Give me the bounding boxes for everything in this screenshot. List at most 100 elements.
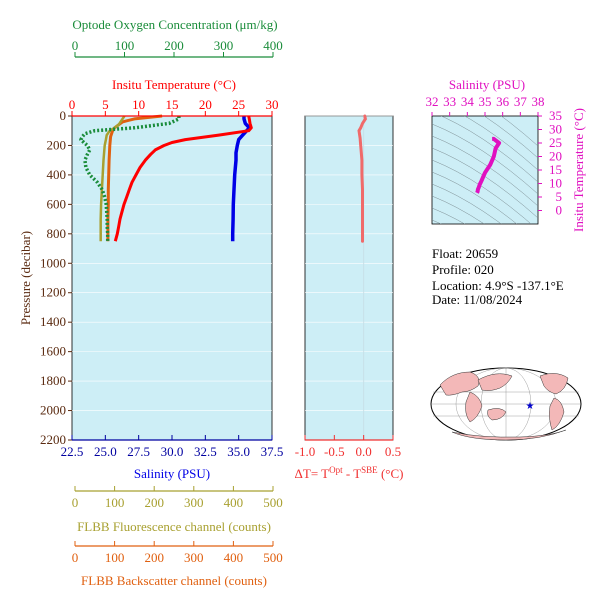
temperature-axis-tick-label: 10 [132, 97, 145, 112]
fluorescence-axis-tick-label: 0 [72, 495, 79, 510]
salinity-axis-tick-label: 22.5 [61, 444, 84, 459]
temperature-profile-line [113, 115, 253, 242]
pressure-tick-label: 1200 [40, 285, 66, 300]
isopycnal-line [432, 135, 538, 207]
isopycnal-line [464, 116, 538, 171]
backscatter-axis-tick-label: 400 [224, 550, 244, 565]
salinity-axis-tick-label: 30.0 [161, 444, 184, 459]
profile-plot-background [71, 115, 273, 441]
float-id: Float: 20659 [432, 246, 498, 261]
pressure-tick-label: 200 [47, 137, 67, 152]
fluorescence-axis: 0 100 200 300 400 500 [72, 486, 283, 510]
ts-salinity-tick-label: 38 [532, 94, 545, 109]
isopycnal-line [432, 171, 518, 224]
ts-salinity-tick-label: 32 [426, 94, 439, 109]
location: Location: 4.9°S -137.1°E [432, 278, 564, 293]
pressure-tick-label: 1600 [40, 344, 66, 359]
float-location-star: ★ [526, 401, 535, 412]
oxygen-axis: 0 100 200 300 400 [72, 38, 283, 58]
isopycnal-line [432, 183, 502, 224]
ts-temperature-axis-label: Insitu Temperature (°C) [571, 108, 586, 232]
pressure-tick-label: 1000 [40, 255, 66, 270]
oxygen-axis-tick-label: 200 [164, 38, 184, 53]
date: Date: 11/08/2024 [432, 292, 523, 307]
backscatter-axis-tick-label: 300 [184, 550, 204, 565]
ts-salinity-tick-label: 33 [443, 94, 456, 109]
fluorescence-axis-tick-label: 100 [105, 495, 125, 510]
oxygen-axis-tick-label: 0 [72, 38, 79, 53]
delta-t-axis-tick-label: -0.5 [324, 444, 345, 459]
isopycnal-line [483, 116, 538, 159]
isopycnal-line [500, 116, 538, 147]
fluorescence-profile-line [99, 115, 126, 242]
ts-temperature-tick-label: 15 [549, 162, 562, 177]
ts-salinity-axis-label: Salinity (PSU) [449, 77, 525, 92]
salinity-axis-tick-label: 32.5 [194, 444, 217, 459]
backscatter-axis-tick-label: 0 [72, 550, 79, 565]
fluorescence-axis-tick-label: 500 [263, 495, 283, 510]
world-map-land [439, 371, 569, 441]
ts-salinity-tick-label: 37 [514, 94, 528, 109]
isopycnal-line [432, 159, 532, 224]
temperature-axis-tick-label: 25 [232, 97, 245, 112]
ts-curve [475, 136, 502, 194]
salinity-axis: 22.5 25.0 27.5 30.0 32.5 35.0 37.5 [61, 435, 284, 459]
pressure-axis-label: Pressure (decibar) [18, 231, 33, 325]
temperature-axis-tick-label: 5 [102, 97, 109, 112]
oxygen-axis-tick-label: 400 [263, 38, 283, 53]
pressure-tick-label: 1800 [40, 373, 66, 388]
profile-plot: 0200400600800100012001400160018002000220… [18, 17, 283, 588]
profile-number: Profile: 020 [432, 262, 494, 277]
pressure-tick-label: 0 [60, 108, 67, 123]
fluorescence-axis-tick-label: 200 [144, 495, 164, 510]
oxygen-axis-tick-label: 300 [214, 38, 234, 53]
salinity-axis-tick-label: 35.0 [227, 444, 250, 459]
oxygen-axis-tick-label: 100 [115, 38, 135, 53]
temperature-axis-label: Insitu Temperature (°C) [112, 77, 236, 92]
delta-t-plot-background [304, 115, 394, 441]
salinity-profile-line [230, 116, 252, 242]
backscatter-axis-tick-label: 500 [263, 550, 283, 565]
delta-t-axis-tick-label: -1.0 [295, 444, 316, 459]
ts-temperature-tick-label: 0 [556, 203, 563, 218]
float-info: Float: 20659 Profile: 020 Location: 4.9°… [432, 246, 564, 307]
ts-salinity-tick-label: 36 [496, 94, 510, 109]
ts-salinity-tick-label: 35 [479, 94, 492, 109]
pressure-tick-label: 400 [47, 167, 67, 182]
salinity-axis-label: Salinity (PSU) [134, 466, 210, 481]
world-map: ★ [430, 367, 582, 441]
oxygen-profile-line [79, 116, 181, 242]
delta-t-axis: -1.0 -0.5 0.0 0.5 [295, 435, 401, 459]
isopycnal-line [432, 207, 466, 224]
delta-t-axis-tick-label: 0.0 [356, 444, 372, 459]
delta-t-axis-label: ΔT= TOpt - TSBE (°C) [295, 465, 404, 481]
salinity-axis-tick-label: 27.5 [127, 444, 150, 459]
isopycnal-line [432, 123, 538, 195]
ts-temperature-tick-label: 25 [549, 135, 562, 150]
fluorescence-axis-tick-label: 400 [224, 495, 244, 510]
salinity-axis-tick-label: 25.0 [94, 444, 117, 459]
fluorescence-axis-label: FLBB Fluorescence channel (counts) [77, 519, 271, 534]
pressure-tick-label: 2200 [40, 432, 66, 447]
salinity-axis-tick-label: 37.5 [261, 444, 284, 459]
isopycnal-line [440, 116, 538, 183]
isopycnal-line [432, 195, 485, 224]
oxygen-axis-label: Optode Oxygen Concentration (μm/kg) [72, 17, 277, 32]
delta-t-line [357, 114, 367, 243]
delta-t-plot: -1.0 -0.5 0.0 0.5 ΔT= TOpt - TSBE (°C) [295, 114, 404, 481]
ts-temperature-tick-label: 30 [549, 122, 562, 137]
ts-profile-line [475, 136, 502, 194]
backscatter-axis-tick-label: 100 [105, 550, 125, 565]
ts-salinity-tick-label: 34 [461, 94, 475, 109]
ts-temperature-tick-label: 10 [549, 176, 562, 191]
temperature-axis-tick-label: 20 [199, 97, 212, 112]
backscatter-axis-tick-label: 200 [144, 550, 164, 565]
pressure-axis: 0 200 400 600 800 1000 1200 1400 1600 1800 2000 220… [40, 108, 72, 447]
backscatter-axis: 0 100 200 300 400 500 [72, 541, 283, 565]
backscatter-axis-label: FLBB Backscatter channel (counts) [81, 573, 267, 588]
ts-temperature-tick-label: 20 [549, 149, 562, 164]
temperature-axis-tick-label: 0 [69, 97, 76, 112]
pressure-tick-label: 1400 [40, 314, 66, 329]
